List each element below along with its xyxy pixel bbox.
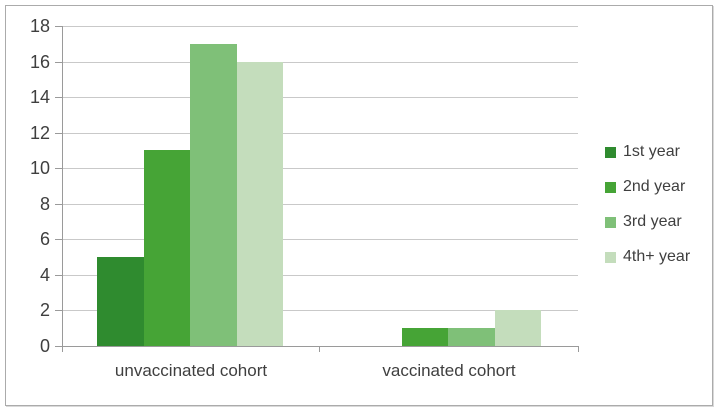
gridline-2 bbox=[63, 310, 578, 312]
gridline-6 bbox=[63, 239, 578, 241]
y-axis-label-8: 8 bbox=[39, 193, 50, 214]
category-label-unvaccinated-cohort: unvaccinated cohort bbox=[114, 361, 268, 380]
bar-3rd-year-unvaccinated-cohort bbox=[190, 43, 237, 346]
category-label-vaccinated-cohort: vaccinated cohort bbox=[382, 361, 516, 380]
x-axis-tick-0 bbox=[62, 347, 63, 352]
legend-item-4th-year: 4th+ year bbox=[605, 246, 690, 268]
plot-area bbox=[62, 26, 578, 346]
y-axis-label-2: 2 bbox=[39, 300, 50, 321]
gridline-12 bbox=[63, 132, 578, 134]
y-axis-label-10: 10 bbox=[29, 158, 50, 179]
bar-1st-year-unvaccinated-cohort bbox=[97, 257, 144, 346]
x-axis-line bbox=[62, 346, 579, 347]
y-axis-tick-14 bbox=[55, 97, 62, 99]
bar-3rd-year-vaccinated-cohort bbox=[448, 328, 495, 346]
y-axis-label-14: 14 bbox=[29, 87, 50, 108]
y-axis-label-12: 12 bbox=[29, 122, 50, 143]
y-axis-line bbox=[62, 26, 63, 351]
y-axis-label-4: 4 bbox=[39, 264, 50, 285]
y-axis-tick-12 bbox=[55, 132, 62, 134]
legend: 1st year 2nd year 3rd year 4th+ year bbox=[605, 141, 690, 281]
bar-4th-year-unvaccinated-cohort bbox=[236, 61, 283, 346]
legend-label-4th-year: 4th+ year bbox=[623, 248, 691, 265]
y-axis-tick-10 bbox=[55, 168, 62, 170]
y-axis-label-6: 6 bbox=[39, 229, 50, 250]
y-axis-label-0: 0 bbox=[39, 336, 50, 356]
legend-swatch-3rd-year-icon bbox=[605, 216, 616, 228]
gridline-10 bbox=[63, 168, 578, 170]
legend-item-3rd-year: 3rd year bbox=[605, 211, 690, 233]
y-axis-tick-18 bbox=[55, 26, 62, 27]
legend-label-3rd-year: 3rd year bbox=[623, 213, 682, 230]
legend-item-1st-year: 1st year bbox=[605, 141, 690, 163]
legend-swatch-4th-year-icon bbox=[605, 251, 616, 263]
gridline-4 bbox=[63, 274, 578, 276]
bar-4th-year-vaccinated-cohort bbox=[494, 310, 541, 346]
y-axis-label-16: 16 bbox=[29, 51, 50, 72]
y-axis-tick-0 bbox=[55, 346, 62, 347]
gridline-8 bbox=[63, 203, 578, 205]
bar-2nd-year-unvaccinated-cohort bbox=[143, 150, 190, 346]
legend-label-1st-year: 1st year bbox=[623, 143, 680, 160]
x-axis-tick-1 bbox=[319, 347, 320, 352]
y-axis-tick-16 bbox=[55, 61, 62, 63]
gridline-14 bbox=[63, 97, 578, 99]
gridline-18 bbox=[63, 26, 578, 27]
x-axis-tick-2 bbox=[578, 347, 579, 352]
legend-item-2nd-year: 2nd year bbox=[605, 176, 690, 198]
y-axis-label-18: 18 bbox=[29, 16, 50, 36]
gridline-16 bbox=[63, 61, 578, 63]
bar-2nd-year-vaccinated-cohort bbox=[401, 328, 448, 346]
y-axis-tick-2 bbox=[55, 310, 62, 312]
legend-swatch-2nd-year-icon bbox=[605, 181, 616, 193]
y-axis-tick-4 bbox=[55, 274, 62, 276]
y-axis-tick-8 bbox=[55, 203, 62, 205]
y-axis-tick-6 bbox=[55, 239, 62, 241]
legend-label-2nd-year: 2nd year bbox=[623, 178, 686, 195]
legend-swatch-1st-year-icon bbox=[605, 146, 616, 158]
